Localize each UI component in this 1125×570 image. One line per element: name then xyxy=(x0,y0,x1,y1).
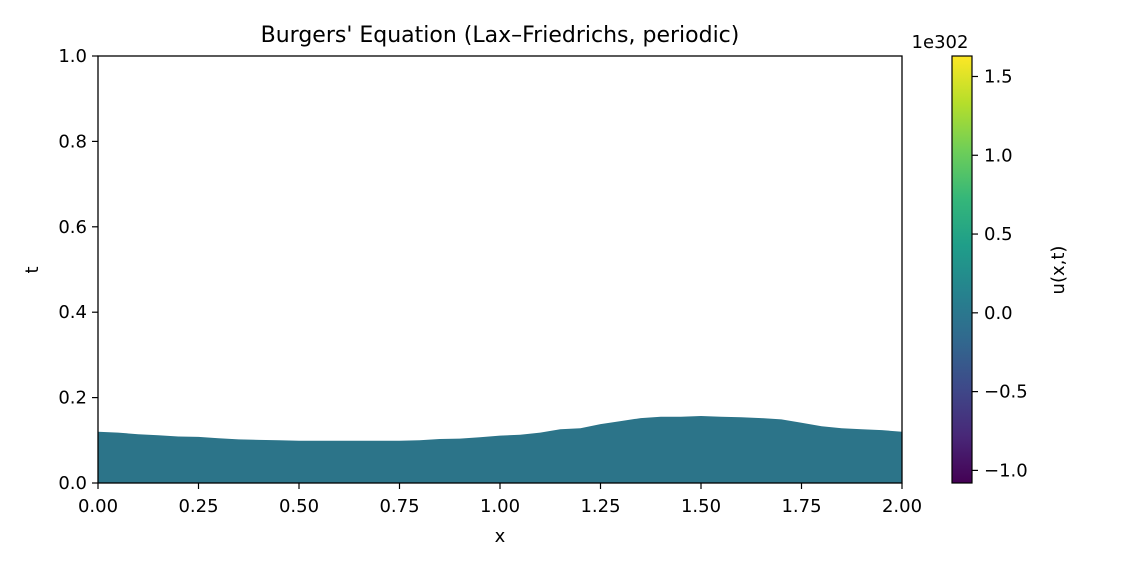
x-tick-label: 1.25 xyxy=(580,496,620,517)
colorbar-frame xyxy=(951,55,973,484)
x-tick-label: 0.50 xyxy=(279,496,319,517)
colorbar: −1.0 −0.5 0.0 0.5 1.0 1.5 1e302 u(x,t) xyxy=(912,32,1069,484)
colorbar-bar xyxy=(952,56,972,483)
x-tick-label: 1.00 xyxy=(480,496,520,517)
y-tick-label: 0.2 xyxy=(58,388,87,409)
x-tick-label: 0.25 xyxy=(178,496,218,517)
plot-area xyxy=(97,55,903,484)
colorbar-tick-label: 1.0 xyxy=(984,145,1013,166)
x-axis-label: x xyxy=(495,526,506,547)
y-tick-label: 0.8 xyxy=(58,131,87,152)
y-tick-label: 0.0 xyxy=(58,473,87,494)
colorbar-tick-label: −1.0 xyxy=(984,460,1028,481)
colorbar-tick-label: 1.5 xyxy=(984,66,1013,87)
x-tick-label: 0.75 xyxy=(379,496,419,517)
x-tick-label: 1.50 xyxy=(681,496,721,517)
y-tick-label: 0.4 xyxy=(58,302,87,323)
y-axis: 0.0 0.2 0.4 0.6 0.8 1.0 xyxy=(58,46,98,494)
chart-title: Burgers' Equation (Lax–Friedrichs, perio… xyxy=(261,23,740,48)
y-tick-label: 0.6 xyxy=(58,217,87,238)
plot-frame xyxy=(97,55,903,484)
colorbar-scale-label: 1e302 xyxy=(912,32,969,53)
colorbar-tick-label: −0.5 xyxy=(984,382,1028,403)
y-tick-label: 1.0 xyxy=(58,46,87,67)
x-axis: 0.00 0.25 0.50 0.75 1.00 1.25 1.50 1.75 2.00 xyxy=(78,483,922,517)
solution-region xyxy=(98,416,902,483)
colorbar-label: u(x,t) xyxy=(1048,246,1069,295)
x-tick-label: 0.00 xyxy=(78,496,118,517)
x-tick-label: 1.75 xyxy=(781,496,821,517)
colorbar-tick-label: 0.0 xyxy=(984,303,1013,324)
colorbar-ticks: −1.0 −0.5 0.0 0.5 1.0 1.5 xyxy=(972,66,1028,481)
y-axis-label: t xyxy=(22,266,43,273)
x-tick-label: 2.00 xyxy=(882,496,922,517)
colorbar-tick-label: 0.5 xyxy=(984,224,1013,245)
